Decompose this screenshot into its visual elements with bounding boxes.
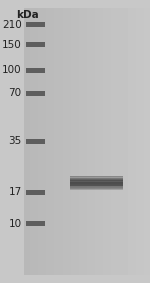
Text: 210: 210: [2, 20, 22, 30]
FancyBboxPatch shape: [70, 183, 123, 184]
FancyBboxPatch shape: [70, 179, 123, 180]
FancyBboxPatch shape: [70, 179, 123, 181]
FancyBboxPatch shape: [70, 180, 123, 181]
FancyBboxPatch shape: [70, 175, 123, 177]
FancyBboxPatch shape: [70, 181, 123, 182]
Text: 100: 100: [2, 65, 22, 75]
FancyBboxPatch shape: [26, 68, 45, 73]
FancyBboxPatch shape: [26, 190, 45, 195]
Text: 150: 150: [2, 40, 22, 50]
FancyBboxPatch shape: [70, 182, 123, 183]
FancyBboxPatch shape: [70, 188, 123, 189]
Text: kDa: kDa: [16, 10, 39, 20]
FancyBboxPatch shape: [70, 179, 123, 186]
FancyBboxPatch shape: [70, 176, 123, 177]
FancyBboxPatch shape: [26, 22, 45, 27]
FancyBboxPatch shape: [70, 184, 123, 185]
Text: 10: 10: [9, 218, 22, 229]
FancyBboxPatch shape: [70, 177, 123, 179]
Text: 17: 17: [8, 187, 22, 198]
Text: 70: 70: [9, 88, 22, 98]
FancyBboxPatch shape: [26, 42, 45, 47]
FancyBboxPatch shape: [70, 186, 123, 188]
FancyBboxPatch shape: [70, 188, 123, 190]
FancyBboxPatch shape: [70, 182, 123, 183]
FancyBboxPatch shape: [26, 91, 45, 96]
FancyBboxPatch shape: [70, 184, 123, 186]
FancyBboxPatch shape: [70, 187, 123, 188]
FancyBboxPatch shape: [70, 178, 123, 179]
FancyBboxPatch shape: [70, 186, 123, 187]
FancyBboxPatch shape: [70, 185, 123, 186]
Text: 35: 35: [8, 136, 22, 147]
FancyBboxPatch shape: [70, 177, 123, 178]
FancyBboxPatch shape: [26, 139, 45, 144]
FancyBboxPatch shape: [26, 221, 45, 226]
